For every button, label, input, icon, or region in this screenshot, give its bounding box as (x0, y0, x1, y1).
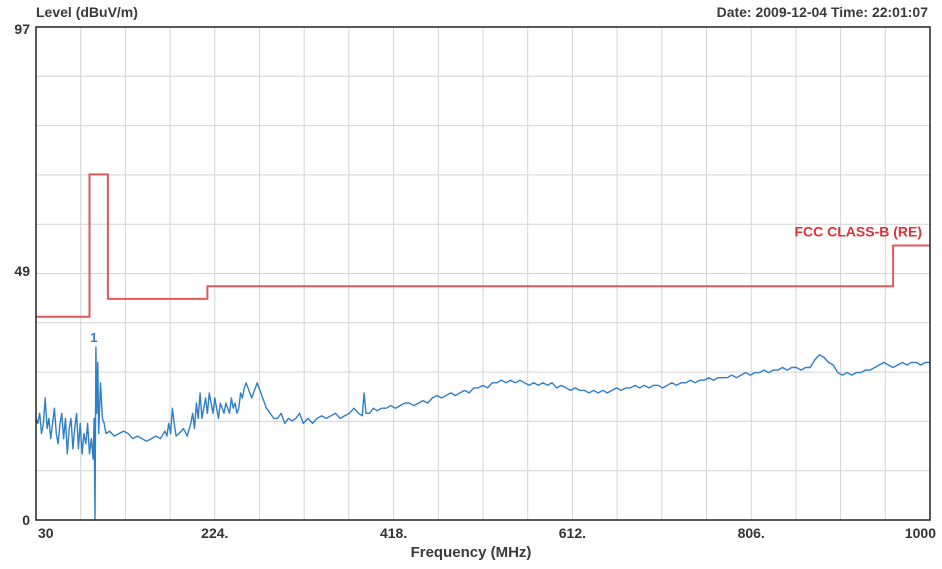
x-tick-label: 224. (201, 525, 228, 541)
peak-marker-label: 1 (90, 330, 97, 345)
x-tick-label: 418. (380, 525, 407, 541)
x-tick-label: 612. (559, 525, 586, 541)
y-tick-label: 49 (14, 263, 30, 279)
y-tick-label: 97 (14, 21, 30, 37)
limit-line-path (36, 173, 930, 318)
limit-line-label: FCC CLASS-B (RE) (794, 224, 922, 240)
measurement-trace (35, 346, 930, 521)
measurement-datetime: Date: 2009-12-04 Time: 22:01:07 (716, 4, 928, 20)
x-tick-label: 30 (38, 525, 54, 541)
limit-line (36, 173, 930, 318)
grid-lines (36, 27, 930, 520)
plot-frame (35, 26, 931, 521)
series-line (35, 346, 930, 521)
x-tick-label: 1000 (905, 525, 936, 541)
x-tick-labels: 30 224. 418. 612. 806. 1000 (38, 525, 936, 541)
annotations: FCC CLASS-B (RE) 1 (90, 224, 922, 346)
y-tick-labels: 0 49 97 (14, 21, 30, 528)
y-tick-label: 0 (22, 512, 30, 528)
x-axis-title: Frequency (MHz) (410, 544, 532, 561)
x-tick-label: 806. (738, 525, 765, 541)
y-axis-title: Level (dBuV/m) (36, 4, 138, 20)
